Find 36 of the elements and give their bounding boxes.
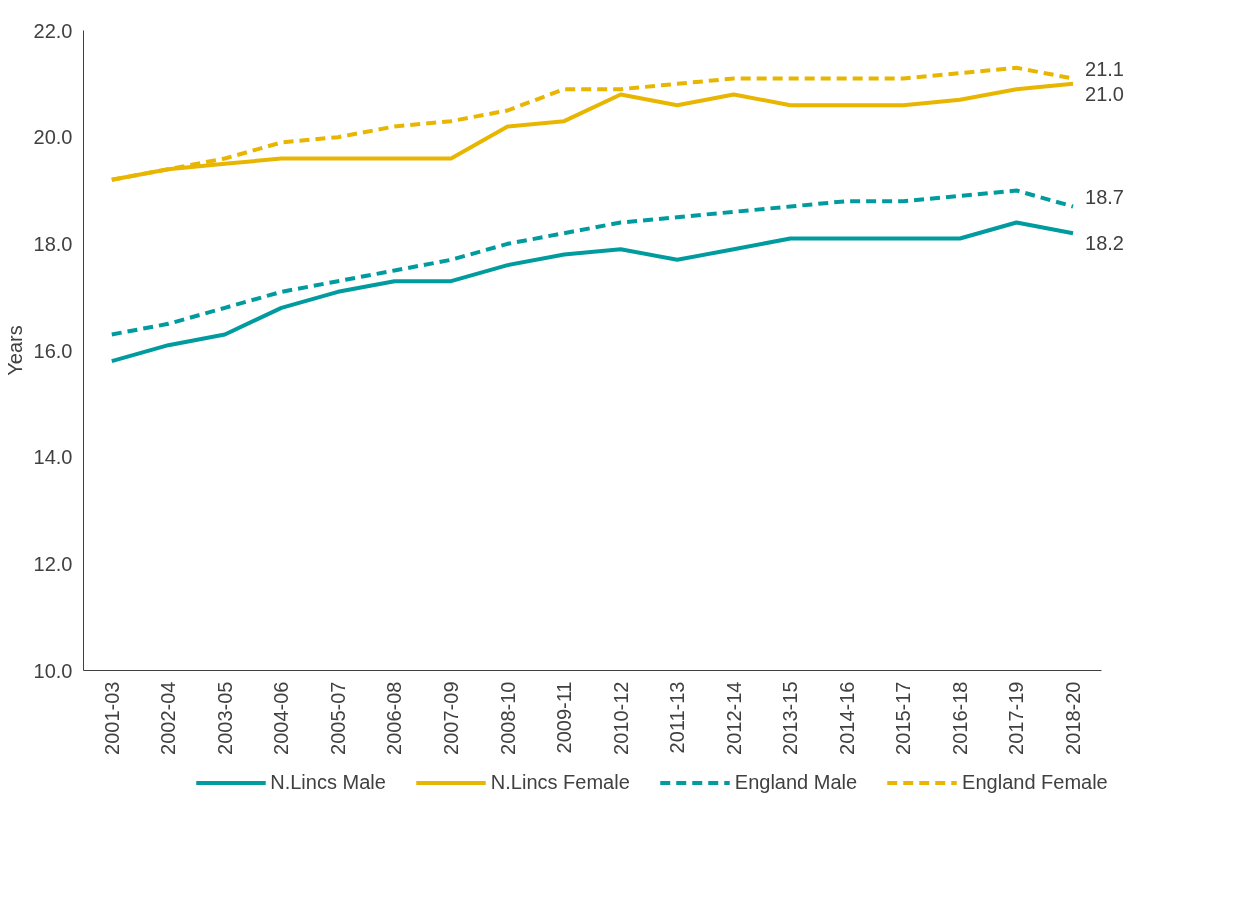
x-tick-label: 2013-15 (779, 681, 802, 755)
line-series (109, 188, 1076, 337)
legend-label: N.Lincs Male (270, 770, 386, 794)
data-label: 18.7 (1085, 185, 1124, 208)
data-label: 18.2 (1085, 232, 1124, 255)
data-label: 21.0 (1085, 82, 1124, 105)
x-tick-label: 2003-05 (213, 681, 236, 755)
x-tick-label: 2007-09 (440, 681, 463, 755)
y-tick-label: 14.0 (33, 446, 73, 469)
y-tick-label: 22.0 (33, 19, 73, 42)
data-label: 21.1 (1085, 57, 1124, 80)
x-tick-label: 2008-10 (496, 681, 519, 755)
x-tick-label: 2009-11 (553, 681, 576, 754)
y-tick-label: 20.0 (33, 126, 73, 149)
x-tick-label: 2001-03 (100, 681, 123, 755)
x-tick-label: 2012-14 (722, 681, 745, 755)
line-series (109, 220, 1076, 364)
x-tick-label: 2018-20 (1062, 681, 1085, 755)
y-tick-label: 18.0 (33, 232, 73, 255)
y-tick-label: 10.0 (33, 659, 73, 682)
x-tick-label: 2010-12 (609, 681, 632, 755)
x-tick-label: 2006-08 (383, 681, 406, 755)
y-tick-label: 16.0 (33, 339, 73, 362)
y-axis-title: Years (3, 325, 26, 376)
legend-label: England Female (962, 770, 1108, 794)
x-tick-label: 2005-07 (326, 681, 349, 755)
x-tick-label: 2011-13 (666, 681, 689, 754)
x-tick-label: 2017-19 (1005, 681, 1028, 755)
legend-label: England Male (734, 770, 858, 794)
x-tick-label: 2016-18 (948, 681, 971, 755)
x-tick-label: 2014-16 (835, 681, 858, 755)
x-tick-label: 2015-17 (892, 681, 915, 755)
x-tick-label: 2002-04 (157, 681, 180, 755)
y-tick-label: 12.0 (33, 552, 73, 575)
legend-label: N.Lincs Female (490, 770, 630, 794)
x-tick-label: 2004-06 (270, 681, 293, 755)
